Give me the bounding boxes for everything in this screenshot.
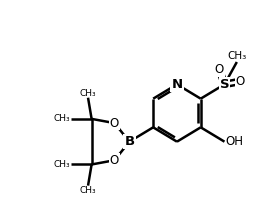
Text: O: O (110, 117, 119, 130)
Text: CH₃: CH₃ (53, 114, 70, 123)
Text: CH₃: CH₃ (227, 51, 246, 61)
Text: CH₃: CH₃ (80, 186, 96, 195)
Text: OH: OH (225, 135, 244, 148)
Text: CH₃: CH₃ (80, 89, 96, 98)
Text: O: O (110, 154, 119, 167)
Text: S: S (220, 78, 229, 91)
Text: O: O (235, 75, 245, 88)
Text: CH₃: CH₃ (53, 160, 70, 169)
Text: N: N (171, 78, 183, 91)
Text: B: B (124, 135, 134, 148)
Text: O: O (215, 63, 224, 76)
